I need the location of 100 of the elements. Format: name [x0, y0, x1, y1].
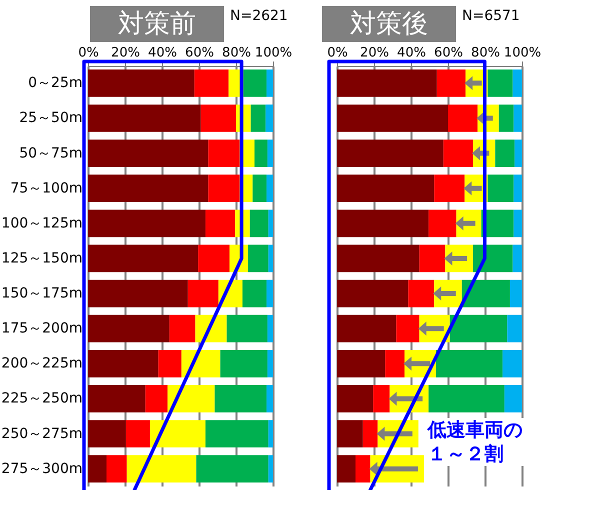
x-tick-label: 40% — [397, 46, 426, 60]
bar — [337, 455, 356, 482]
x-tick-label: 100% — [254, 46, 292, 60]
bar — [448, 104, 478, 132]
chart-subtitle: N=2621 — [230, 8, 288, 24]
bar — [88, 70, 194, 97]
bar — [266, 70, 273, 97]
bar — [514, 140, 522, 167]
bar — [510, 280, 522, 308]
annotation: 低速車両の — [428, 418, 522, 442]
bar — [208, 140, 240, 167]
bar — [181, 350, 220, 378]
y-tick-label: 250～275m — [1, 426, 82, 442]
bar — [266, 280, 273, 308]
x-tick-label: 20% — [360, 46, 389, 60]
bar — [462, 280, 510, 308]
chart-subtitle: N=6571 — [462, 8, 520, 24]
bar — [428, 385, 504, 412]
bar — [267, 140, 273, 167]
bar — [198, 244, 230, 272]
bar — [88, 420, 126, 448]
bar — [472, 244, 513, 272]
bar — [337, 174, 434, 202]
bar — [488, 174, 514, 202]
bar — [498, 104, 514, 132]
bar — [205, 420, 268, 448]
bar — [488, 70, 513, 97]
bar — [168, 385, 215, 412]
bar — [504, 385, 522, 412]
bar — [266, 174, 273, 202]
x-tick-label: 60% — [185, 46, 214, 60]
bar — [158, 350, 182, 378]
bar — [436, 350, 503, 378]
y-tick-label: 125～150m — [1, 250, 82, 266]
bar — [243, 70, 267, 97]
bar — [337, 350, 386, 378]
bar — [337, 140, 444, 167]
bar — [337, 314, 396, 342]
bar — [268, 420, 273, 448]
x-tick-label: 60% — [434, 46, 463, 60]
chart-title: 対策前 — [90, 6, 224, 42]
bar — [250, 210, 268, 238]
y-tick-label: 200～225m — [1, 356, 82, 372]
bar — [188, 280, 218, 308]
bar — [145, 385, 168, 412]
bar — [214, 385, 267, 412]
bar — [226, 314, 268, 342]
y-tick-label: 50～75m — [19, 145, 82, 162]
bar — [88, 104, 201, 132]
x-tick-label: 100% — [504, 46, 542, 60]
bar — [194, 70, 229, 97]
bar — [88, 455, 106, 482]
bar — [267, 350, 273, 378]
x-tick-label: 0% — [327, 46, 348, 60]
y-tick-label: 150～175m — [1, 286, 82, 302]
bar — [267, 314, 273, 342]
bar — [495, 140, 515, 167]
bar — [266, 104, 273, 132]
y-tick-label: 175～200m — [1, 320, 82, 337]
bar — [507, 314, 522, 342]
bar — [512, 244, 522, 272]
bar — [254, 140, 268, 167]
bar — [88, 244, 198, 272]
bar — [337, 70, 437, 97]
bar — [268, 455, 273, 482]
bar — [514, 174, 522, 202]
bar — [88, 140, 208, 167]
bar — [514, 104, 522, 132]
y-tick-label: 75～100m — [10, 180, 82, 196]
bar — [502, 350, 522, 378]
y-tick-label: 275～300m — [1, 460, 82, 477]
bar — [200, 104, 236, 132]
bar — [88, 350, 158, 378]
bar — [126, 420, 150, 448]
bar — [150, 420, 206, 448]
y-tick-label: 25～50m — [19, 110, 82, 126]
chart-title: 対策後 — [322, 6, 456, 42]
x-tick-label: 0% — [78, 46, 99, 60]
y-tick-label: 100～125m — [1, 215, 82, 232]
x-tick-label: 20% — [111, 46, 140, 60]
bar — [248, 244, 268, 272]
bar — [337, 244, 420, 272]
bar — [220, 350, 268, 378]
bar — [88, 280, 188, 308]
bar — [88, 174, 208, 202]
bar — [242, 280, 267, 308]
annotation: １～２割 — [428, 442, 504, 466]
bar — [337, 385, 374, 412]
y-tick-label: 0～25m — [28, 75, 82, 92]
bar — [126, 455, 196, 482]
x-tick-label: 40% — [148, 46, 177, 60]
bar — [512, 70, 522, 97]
y-tick-label: 225～250m — [1, 390, 82, 407]
bar — [88, 385, 146, 412]
bar — [337, 104, 448, 132]
bar — [196, 455, 268, 482]
x-tick-label: 80% — [471, 46, 500, 60]
bar — [205, 210, 236, 238]
bar — [88, 210, 206, 238]
bar — [337, 420, 363, 448]
